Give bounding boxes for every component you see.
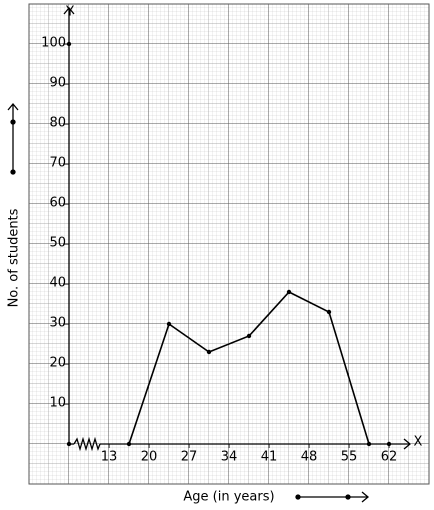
graph-paper (28, 3, 430, 485)
x-tick-label: 55 (341, 450, 358, 465)
point (286, 289, 292, 295)
y-tick-label: 60 (49, 196, 66, 211)
y-tick-label: 10 (49, 396, 66, 411)
arrow-decoration (7, 102, 370, 503)
x-tick-label: 48 (301, 450, 318, 465)
x-tick-label: 62 (381, 450, 398, 465)
point (126, 441, 132, 447)
x-tick-label: 20 (141, 450, 158, 465)
y-tick-label: 30 (49, 316, 66, 331)
y-tick-label: 80 (49, 116, 66, 131)
point (366, 441, 372, 447)
axes (63, 6, 412, 452)
y-tick-label: 50 (49, 236, 66, 251)
y-tick-label: 70 (49, 156, 66, 171)
point (166, 321, 172, 327)
x-axis-label: Age (in years) (183, 490, 274, 505)
y-tick-label: 90 (49, 76, 66, 91)
y-tick-label: 40 (49, 276, 66, 291)
y-axis-label: No. of students (7, 208, 22, 307)
point (246, 333, 252, 339)
x-tick-label: 27 (181, 450, 198, 465)
y-tick-label: 20 (49, 356, 66, 371)
origin-dot (66, 441, 72, 447)
x-tick-label: 34 (221, 450, 238, 465)
point (206, 349, 212, 355)
x-axis-name: X (414, 435, 423, 450)
x-tick-label: 41 (261, 450, 278, 465)
x-tick-label: 13 (101, 450, 118, 465)
y-tick-label: 100 (41, 36, 66, 51)
y-axis-name: Y (65, 5, 74, 20)
point (326, 309, 332, 315)
